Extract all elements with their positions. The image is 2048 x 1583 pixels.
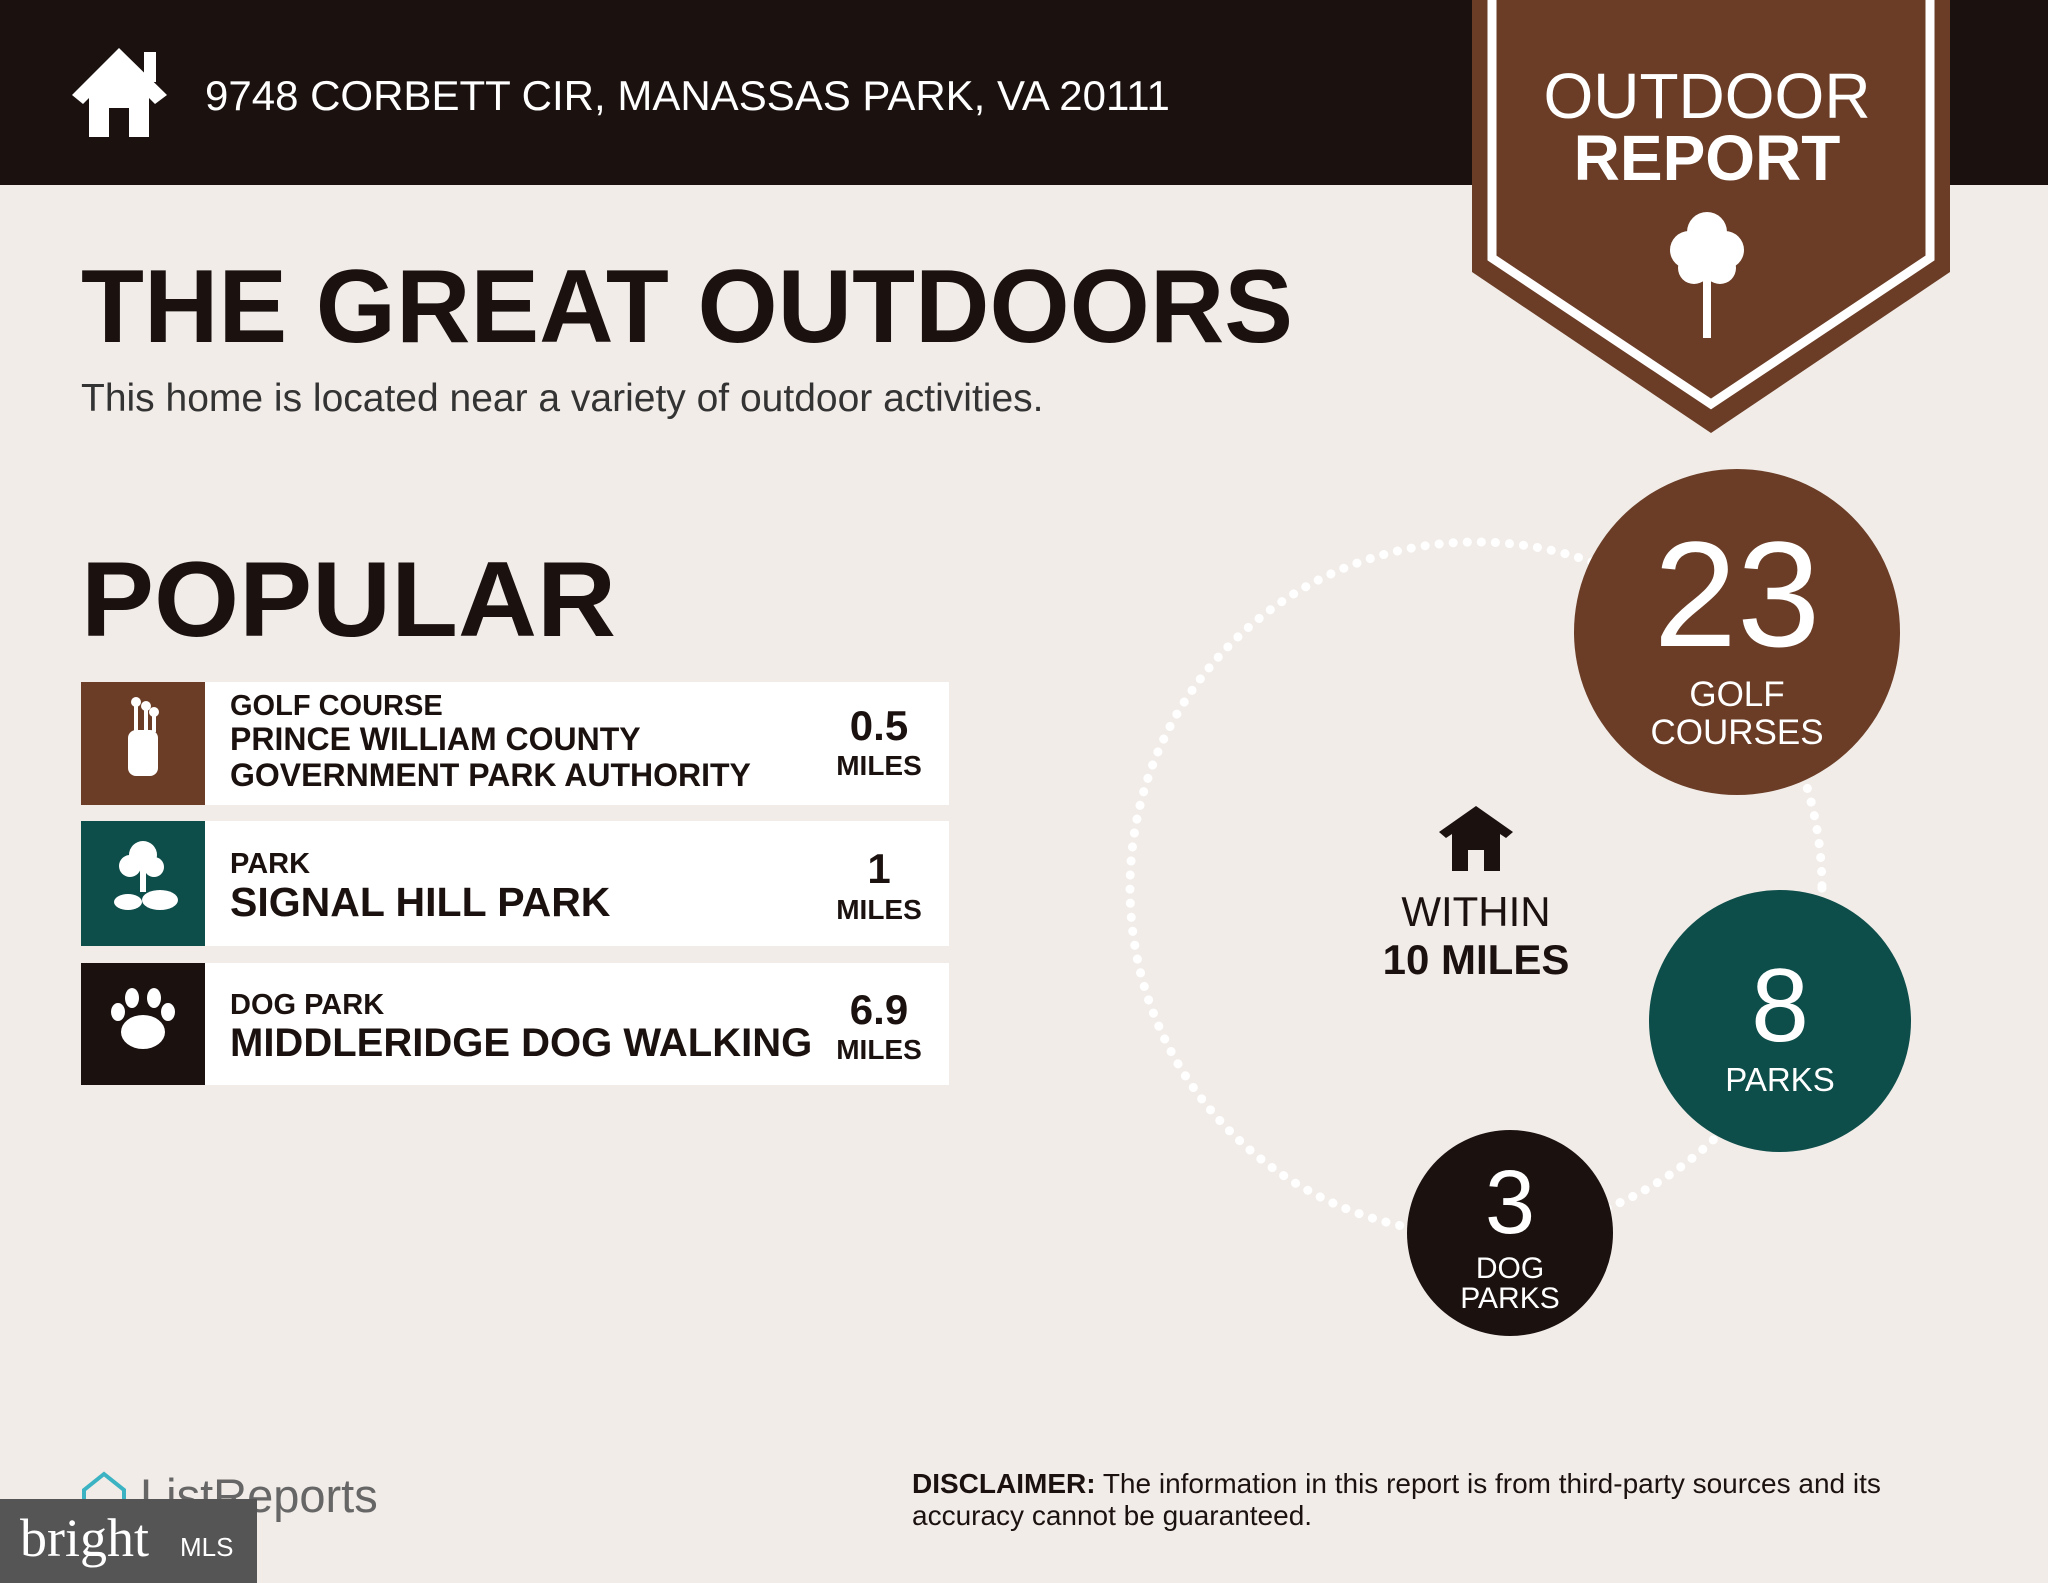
radius-distance: 10 MILES (1383, 936, 1570, 983)
count-circle (1649, 890, 1911, 1152)
row-name: MIDDLERIDGE DOG WALKING (230, 1021, 812, 1065)
row-category: DOG PARK (230, 989, 384, 1021)
watermark-box (0, 1499, 257, 1583)
disclaimer-text: The information in this report is from t… (912, 1468, 1881, 1531)
row-category: GOLF COURSE (230, 690, 443, 722)
count-label: DOG (1476, 1252, 1544, 1285)
count-circle (1574, 469, 1900, 795)
watermark-mls: MLS (180, 1532, 233, 1562)
count-number: 23 (1654, 510, 1821, 678)
badge-outline (1487, 0, 1935, 410)
address: 9748 CORBETT CIR, MANASSAS PARK, VA 2011… (205, 72, 1170, 119)
row-unit: MILES (836, 1034, 922, 1065)
row-distance: 0.5 (850, 702, 908, 749)
row (81, 963, 949, 1085)
tree-icon (1670, 212, 1744, 338)
title: THE GREAT OUTDOORS (81, 249, 1293, 365)
section-heading: POPULAR (81, 539, 616, 659)
subtitle: This home is located near a variety of o… (81, 377, 1043, 420)
home-icon (72, 48, 167, 137)
park-icon (114, 841, 178, 910)
golf-icon (128, 697, 159, 776)
badge-line: OUTDOOR (1543, 60, 1870, 132)
home-icon (1439, 806, 1513, 871)
disclaimer: DISCLAIMER: The information in this repo… (912, 1468, 1972, 1532)
count-label: COURSES (1650, 713, 1823, 752)
row-name: SIGNAL HILL PARK (230, 879, 611, 925)
row (81, 821, 949, 946)
row (81, 682, 949, 805)
row-name: PRINCE WILLIAM COUNTY (230, 721, 641, 757)
count-number: 8 (1751, 948, 1809, 1064)
count-label: PARKS (1725, 1061, 1834, 1098)
count-label: GOLF (1689, 675, 1784, 714)
row-category: PARK (230, 848, 310, 880)
count-label: PARKS (1460, 1282, 1559, 1315)
radius-ring (1125, 537, 1827, 1239)
row-name: GOVERNMENT PARK AUTHORITY (230, 757, 751, 793)
row-unit: MILES (836, 894, 922, 925)
watermark: bright (20, 1508, 149, 1568)
radius-label: WITHIN (1401, 888, 1550, 935)
badge-line: REPORT (1574, 122, 1841, 194)
count-circle (1407, 1130, 1613, 1336)
disclaimer-label: DISCLAIMER: (912, 1468, 1096, 1499)
row-unit: MILES (836, 750, 922, 781)
count-number: 3 (1485, 1153, 1535, 1253)
row-distance: 1 (867, 845, 890, 892)
paw-icon (111, 988, 175, 1049)
row-distance: 6.9 (850, 986, 908, 1033)
